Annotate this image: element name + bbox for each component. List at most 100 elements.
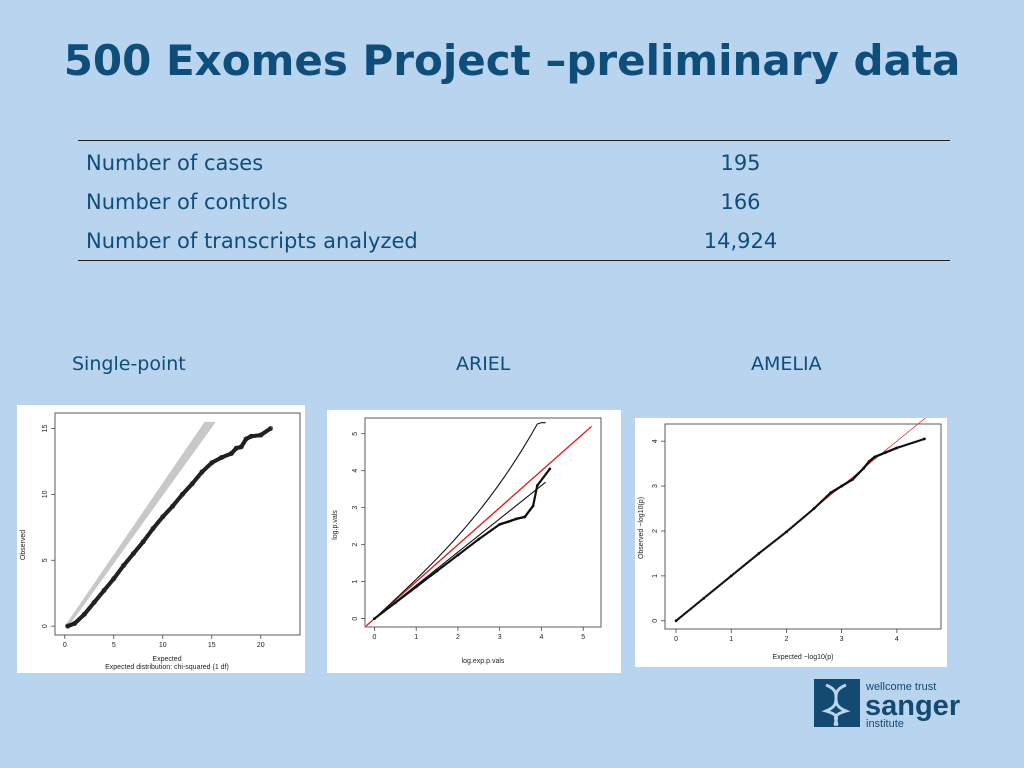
data-point	[248, 433, 254, 439]
data-point	[531, 504, 535, 508]
table-row: Number of cases 195	[78, 143, 950, 182]
summary-table: Number of cases 195 Number of controls 1…	[78, 140, 950, 261]
data-point	[228, 451, 234, 457]
slide-title: 500 Exomes Project –preliminary data	[63, 36, 961, 85]
data-point	[199, 469, 205, 475]
data-point	[72, 620, 78, 626]
x-tick-label: 1	[729, 636, 733, 643]
data-point	[785, 530, 788, 534]
y-tick-label: 3	[352, 506, 359, 510]
y-tick-label: 0	[652, 619, 659, 623]
y-tick-label: 1	[352, 580, 359, 584]
data-point	[101, 588, 107, 594]
data-point	[414, 585, 418, 589]
data-point	[179, 491, 185, 497]
x-tick-label: 0	[372, 634, 376, 641]
x-axis-label: Expected −log10(p)	[773, 654, 834, 661]
data-point	[523, 515, 527, 519]
data-point	[435, 569, 439, 573]
y-tick-label: 1	[652, 574, 659, 578]
plot-frame	[664, 423, 942, 630]
logo-line-1: wellcome trust	[865, 681, 936, 693]
data-point	[189, 481, 195, 487]
data-point	[923, 437, 926, 441]
y-tick-label: 3	[652, 484, 659, 488]
x-tick-label: 10	[159, 642, 167, 649]
data-point	[851, 477, 855, 481]
y-tick-label: 2	[352, 543, 359, 547]
data-point	[757, 552, 761, 555]
x-tick-label: 2	[784, 636, 788, 643]
data-point	[111, 576, 117, 582]
y-tick-label: 5	[42, 558, 49, 562]
row-value: 166	[720, 189, 761, 214]
data-point	[170, 503, 176, 509]
caption-amelia: AMELIA	[751, 353, 822, 375]
y-tick-label: 15	[42, 424, 49, 432]
caption-single-point: Single-point	[72, 353, 186, 375]
y-tick-label: 4	[352, 469, 359, 473]
y-tick-label: 2	[652, 529, 659, 533]
y-tick-label: 0	[42, 624, 49, 628]
x-tick-label: 0	[674, 636, 678, 643]
row-label: Number of cases	[86, 150, 264, 175]
data-point	[873, 455, 877, 459]
qq-plot-amelia-svg: 0 1 2 3 4 0 1 2 3 4 Observed −log10(p) Expected −…	[638, 418, 942, 661]
x-tick-label: 4	[895, 636, 899, 643]
data-point	[91, 599, 97, 605]
logo-line-3: institute	[866, 718, 904, 729]
x-tick-label: 2	[456, 634, 460, 641]
data-point	[150, 526, 156, 532]
data-point	[884, 451, 888, 454]
data-point	[373, 617, 376, 621]
confidence-band	[64, 421, 216, 627]
data-point	[867, 459, 871, 463]
data-point	[506, 520, 510, 524]
x-tick-label: 1	[414, 634, 418, 641]
data-point	[209, 460, 215, 466]
row-value: 195	[720, 150, 761, 175]
row-label: Number of controls	[86, 189, 288, 214]
qq-plot-single-point-svg: 0 5 10 15 20 0 5 10 15 Observed Expected Expecte…	[20, 412, 301, 671]
x-tick-label: 5	[112, 642, 116, 649]
data-point	[729, 574, 733, 578]
qq-plot-single-point: 0 5 10 15 20 0 5 10 15 Observed Expected Expecte…	[17, 405, 305, 673]
x-tick-label: 3	[498, 634, 502, 641]
qq-plot-ariel: 0 1 2 3 4 5 0 1 2 3 4 5 log.p.vals log.exp.p.vals	[327, 410, 621, 673]
sanger-institute-logo: wellcome trust sanger institute	[812, 677, 987, 730]
qq-plot-ariel-svg: 0 1 2 3 4 5 0 1 2 3 4 5 log.p.vals log.exp.p.vals	[332, 417, 602, 665]
data-point	[393, 601, 397, 605]
data-point	[812, 507, 816, 510]
data-point	[65, 623, 71, 629]
y-tick-label: 10	[42, 490, 49, 498]
x-tick-label: 5	[581, 634, 585, 641]
y-axis-label: Observed −log10(p)	[638, 497, 645, 559]
data-point	[477, 537, 481, 541]
data-point	[535, 484, 539, 487]
row-value: 14,924	[703, 228, 778, 253]
data-point	[702, 596, 706, 600]
data-point	[160, 514, 166, 520]
x-axis-subtitle: Expected distribution: chi-squared (1 df…	[105, 664, 229, 671]
data-point	[840, 484, 844, 488]
data-point	[130, 551, 136, 557]
y-axis-label: Observed	[20, 530, 27, 560]
data-point	[233, 445, 239, 451]
y-tick-label: 0	[352, 617, 359, 621]
data-point	[243, 436, 249, 442]
data-point	[140, 539, 146, 545]
data-point	[238, 444, 244, 450]
x-tick-label: 15	[208, 642, 216, 649]
x-tick-label: 20	[257, 642, 265, 649]
caption-ariel: ARIEL	[456, 353, 511, 375]
plot-frame	[364, 417, 602, 628]
data-point	[258, 432, 264, 438]
plot-frame	[54, 412, 301, 636]
data-point	[548, 467, 552, 471]
data-point	[121, 563, 127, 569]
y-axis-label: log.p.vals	[332, 510, 339, 540]
qq-plot-amelia: 0 1 2 3 4 0 1 2 3 4 Observed −log10(p) Expected −…	[635, 418, 947, 667]
logo-line-2: sanger	[865, 690, 960, 722]
data-point	[498, 522, 502, 526]
data-point	[81, 611, 87, 617]
